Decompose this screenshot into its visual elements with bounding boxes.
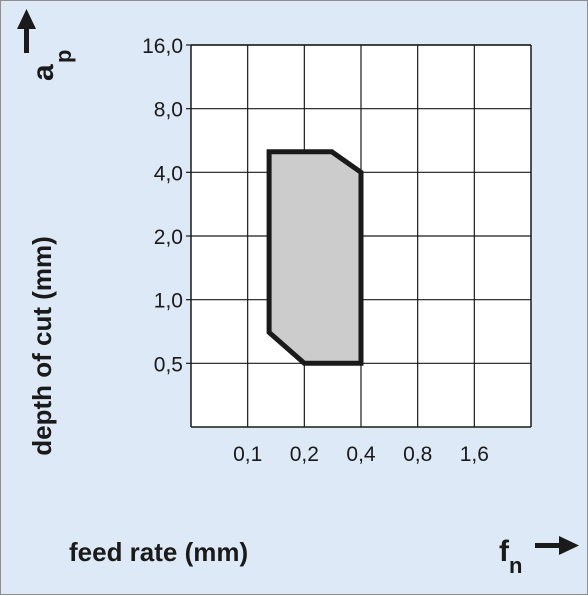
- x-axis-title: feed rate (mm): [69, 537, 248, 567]
- arrow-right-icon: [559, 536, 579, 555]
- x-tick-label: 0,1: [233, 443, 262, 466]
- cutting-region: [266, 149, 364, 366]
- y-axis-symbol-subscript: p: [51, 50, 76, 63]
- x-tick-label: 0,8: [403, 443, 432, 466]
- y-tick-labels: 0,5 1,0 2,0 4,0 8,0 16,0: [142, 35, 191, 376]
- x-tick-labels: 0,1 0,2 0,4 0,8 1,6: [233, 443, 489, 466]
- x-axis-arrow: [535, 536, 579, 555]
- y-tick-label: 8,0: [154, 99, 183, 122]
- x-tick-label: 0,4: [346, 443, 376, 466]
- x-axis-symbol: f: [499, 535, 510, 568]
- y-axis-title: depth of cut (mm): [27, 236, 57, 456]
- x-axis-symbol-subscript: n: [509, 553, 522, 578]
- x-tick-label: 1,6: [460, 443, 489, 466]
- y-tick-label: 1,0: [154, 290, 183, 313]
- y-tick-label: 16,0: [142, 35, 183, 58]
- y-tick-label: 0,5: [154, 353, 183, 376]
- y-axis-arrow: [17, 9, 36, 53]
- y-tick-label: 4,0: [154, 162, 183, 185]
- arrow-up-icon: [17, 9, 36, 29]
- y-tick-label: 2,0: [154, 226, 183, 249]
- x-tick-label: 0,2: [290, 443, 319, 466]
- y-axis-symbol: a: [27, 64, 60, 81]
